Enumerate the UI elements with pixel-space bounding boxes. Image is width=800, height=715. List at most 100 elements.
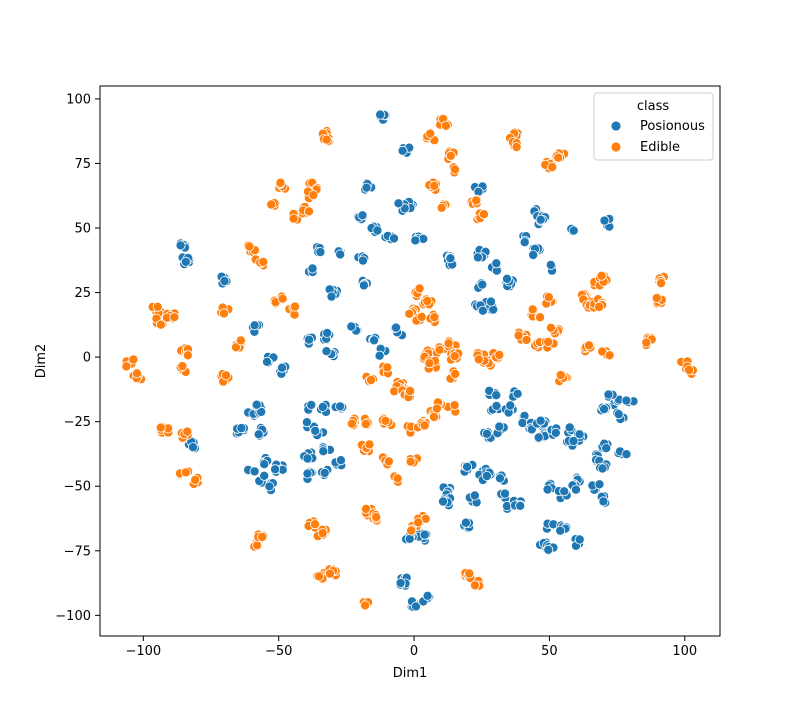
data-point-posionous <box>301 417 312 428</box>
data-point-posionous <box>491 390 502 401</box>
data-point-edible <box>545 322 556 333</box>
data-point-posionous <box>259 459 270 470</box>
data-point-posionous <box>357 210 368 221</box>
data-point-edible <box>155 319 166 330</box>
data-points <box>121 109 698 612</box>
data-point-edible <box>288 213 299 224</box>
data-point-edible <box>511 141 522 152</box>
x-tick-label: 50 <box>541 644 558 659</box>
data-point-edible <box>450 368 461 379</box>
data-point-posionous <box>319 467 330 478</box>
data-point-edible <box>277 293 288 304</box>
data-point-posionous <box>395 578 406 589</box>
y-axis: −100 −75 −50 −25 0 25 50 75 100 <box>55 92 100 624</box>
data-point-posionous <box>462 461 473 472</box>
data-point-edible <box>547 162 558 173</box>
data-point-edible <box>684 364 695 375</box>
y-tick-label: 100 <box>66 92 91 107</box>
data-point-edible <box>584 340 595 351</box>
data-point-posionous <box>460 517 471 528</box>
data-point-posionous <box>187 442 198 453</box>
data-point-edible <box>555 370 566 381</box>
data-point-edible <box>365 374 376 385</box>
data-point-posionous <box>322 327 333 338</box>
data-point-posionous <box>315 247 326 258</box>
data-point-edible <box>257 532 268 543</box>
data-point-posionous <box>276 362 287 373</box>
data-point-edible <box>371 512 382 523</box>
data-point-posionous <box>542 484 553 495</box>
legend-marker-edible <box>610 141 622 153</box>
data-point-edible <box>252 540 263 551</box>
data-point-edible <box>152 301 163 312</box>
data-point-posionous <box>533 432 544 443</box>
legend-title: class <box>637 99 669 114</box>
data-point-edible <box>473 354 484 365</box>
data-point-posionous <box>259 470 270 481</box>
data-point-edible <box>405 385 416 396</box>
data-point-edible <box>324 568 335 579</box>
y-tick-label: 50 <box>74 222 91 237</box>
data-point-posionous <box>621 449 632 460</box>
data-point-edible <box>266 199 277 210</box>
data-point-edible <box>380 415 391 426</box>
data-point-edible <box>416 311 427 322</box>
data-point-edible <box>221 370 232 381</box>
data-point-edible <box>521 334 532 345</box>
data-point-edible <box>169 312 180 323</box>
data-point-posionous <box>335 455 346 466</box>
data-point-posionous <box>418 233 429 244</box>
data-point-posionous <box>512 388 523 399</box>
data-point-edible <box>405 456 416 467</box>
plot-frame <box>99 85 721 637</box>
data-point-posionous <box>219 276 230 287</box>
data-point-posionous <box>597 463 608 474</box>
data-point-edible <box>464 568 475 579</box>
data-point-posionous <box>505 400 516 411</box>
data-point-posionous <box>397 145 408 156</box>
x-tick-label: 0 <box>410 644 418 659</box>
data-point-edible <box>543 336 554 347</box>
data-point-edible <box>429 312 440 323</box>
data-point-edible <box>424 358 435 369</box>
data-point-posionous <box>568 225 579 236</box>
data-point-edible <box>604 350 615 361</box>
data-point-edible <box>429 180 440 191</box>
data-point-posionous <box>594 479 605 490</box>
data-point-edible <box>535 312 546 323</box>
data-point-posionous <box>491 400 502 411</box>
data-point-edible <box>513 330 524 341</box>
data-point-posionous <box>261 356 272 367</box>
data-point-edible <box>303 206 314 217</box>
data-point-edible <box>190 474 201 485</box>
data-point-edible <box>641 337 652 348</box>
data-point-posionous <box>494 473 505 484</box>
data-point-posionous <box>372 225 383 236</box>
data-point-edible <box>313 571 324 582</box>
legend: class Posionous Edible <box>593 92 714 161</box>
x-axis: −100 −50 0 50 100 <box>125 636 697 659</box>
data-point-posionous <box>472 252 483 263</box>
data-point-posionous <box>419 529 430 540</box>
x-axis-label: Dim1 <box>393 666 428 681</box>
data-point-edible <box>419 420 430 431</box>
legend-label-posionous: Posionous <box>640 119 705 134</box>
data-point-posionous <box>501 273 512 284</box>
data-point-posionous <box>543 544 554 555</box>
data-point-posionous <box>515 500 526 511</box>
data-point-edible <box>155 422 166 433</box>
data-point-posionous <box>180 256 191 267</box>
y-tick-label: 0 <box>83 351 91 366</box>
data-point-edible <box>389 386 400 397</box>
data-point-posionous <box>303 334 314 345</box>
data-point-edible <box>651 292 662 303</box>
data-point-posionous <box>317 401 328 412</box>
x-tick-label: −100 <box>125 644 161 659</box>
y-tick-label: −25 <box>64 415 91 430</box>
data-point-posionous <box>550 427 561 438</box>
data-point-edible <box>425 128 436 139</box>
data-point-posionous <box>484 385 495 396</box>
data-point-edible <box>360 600 371 611</box>
data-point-posionous <box>270 464 281 475</box>
data-point-posionous <box>601 443 612 454</box>
